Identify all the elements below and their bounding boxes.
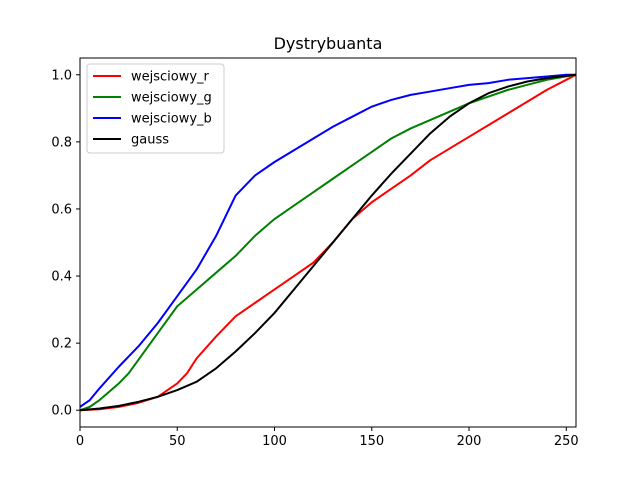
- y-tick-label: 0.6: [51, 202, 72, 217]
- legend-label: wejsciowy_g: [131, 91, 212, 106]
- plot-lines: [79, 73, 577, 412]
- x-tick-label: 200: [457, 434, 482, 449]
- x-tick-label: 250: [554, 434, 579, 449]
- y-tick-label: 0.0: [51, 404, 72, 419]
- x-tick-label: 0: [76, 434, 84, 449]
- y-tick-label: 0.4: [51, 270, 72, 285]
- x-tick-label: 150: [359, 434, 384, 449]
- y-axis: 0.0 0.2 0.4 0.6 0.8 1.0: [51, 68, 80, 419]
- plot-frame: [79, 57, 577, 428]
- x-tick-label: 50: [169, 434, 186, 449]
- x-tick-label: 100: [262, 434, 287, 449]
- series-line-wejsciowy-r: [79, 73, 577, 412]
- legend-box: [86, 63, 225, 154]
- legend-label: wejsciowy_r: [131, 70, 210, 85]
- series-line-gauss: [79, 73, 577, 412]
- y-tick-label: 0.2: [51, 337, 72, 352]
- series-line-wejsciowy-b: [79, 73, 576, 408]
- x-axis: 0 50 100 150 200 250: [76, 427, 579, 449]
- series-line-wejsciowy-g: [79, 73, 577, 412]
- legend-label: wejsciowy_b: [131, 112, 212, 127]
- y-tick-label: 0.8: [51, 135, 72, 150]
- y-tick-label: 1.0: [51, 68, 72, 83]
- legend-label: gauss: [131, 133, 169, 148]
- chart-title: Dystrybuanta: [274, 34, 383, 53]
